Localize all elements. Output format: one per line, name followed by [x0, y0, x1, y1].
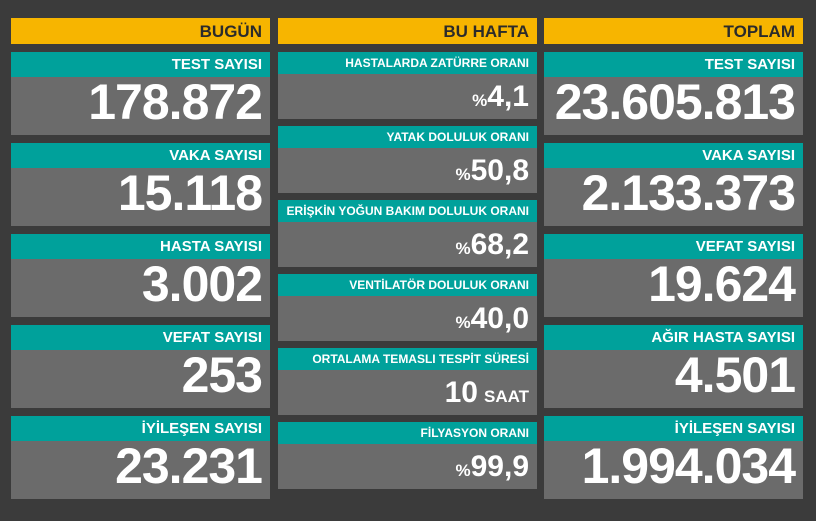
- stat-label: VEFAT SAYISI: [544, 234, 803, 259]
- stat-label: VENTİLATÖR DOLULUK ORANI: [278, 274, 537, 296]
- stat-prefix: %: [455, 461, 471, 480]
- column-header: BU HAFTA: [278, 18, 537, 44]
- stat-label-text: TEST SAYISI: [704, 56, 795, 73]
- column-title: TOPLAM: [723, 22, 795, 41]
- stat-value: %4,1: [472, 80, 529, 114]
- stat-card: TEST SAYISI 178.872: [11, 52, 270, 135]
- stat-number: 10: [444, 376, 478, 409]
- stat-label-text: VENTİLATÖR DOLULUK ORANI: [349, 278, 529, 292]
- stat-label: HASTA SAYISI: [11, 234, 270, 259]
- stat-label-text: VEFAT SAYISI: [695, 238, 795, 255]
- stat-card: TEST SAYISI 23.605.813: [544, 52, 803, 135]
- stat-number: 4.501: [674, 347, 796, 403]
- stat-value: 23.231: [115, 437, 263, 495]
- stat-number: 99,9: [470, 450, 529, 483]
- stat-label: TEST SAYISI: [11, 52, 270, 77]
- stat-label-text: VAKA SAYISI: [702, 147, 795, 164]
- stat-number: 19.624: [648, 256, 796, 312]
- stat-value: 178.872: [88, 73, 263, 131]
- stat-prefix: %: [472, 91, 488, 110]
- stat-label-text: HASTA SAYISI: [160, 238, 262, 255]
- stat-value: 3.002: [141, 255, 263, 313]
- stat-card: VEFAT SAYISI 253: [11, 325, 270, 408]
- column-header: BUGÜN: [11, 18, 270, 44]
- stat-value: %40,0: [455, 302, 529, 336]
- stat-value: 1.994.034: [581, 437, 796, 495]
- stat-label-text: HASTALARDA ZATÜRRE ORANI: [345, 56, 529, 70]
- stat-label: VAKA SAYISI: [11, 143, 270, 168]
- stat-number: 68,2: [470, 228, 529, 261]
- stat-label-text: İYİLEŞEN SAYISI: [674, 420, 795, 437]
- stat-number: 40,0: [470, 302, 529, 335]
- stat-number: 23.605.813: [554, 74, 796, 130]
- stat-value: 4.501: [674, 346, 796, 404]
- stat-value: 15.118: [117, 164, 263, 222]
- stat-label-text: FİLYASYON ORANI: [420, 426, 529, 440]
- stat-label: HASTALARDA ZATÜRRE ORANI: [278, 52, 537, 74]
- column-title: BU HAFTA: [443, 22, 529, 41]
- stat-label: İYİLEŞEN SAYISI: [11, 416, 270, 441]
- stat-label-text: ERİŞKİN YOĞUN BAKIM DOLULUK ORANI: [286, 204, 529, 218]
- stat-card: HASTA SAYISI 3.002: [11, 234, 270, 317]
- column-title: BUGÜN: [199, 22, 262, 41]
- stat-value: 2.133.373: [581, 164, 796, 222]
- stat-value: 23.605.813: [554, 73, 796, 131]
- stat-label-text: VAKA SAYISI: [169, 147, 262, 164]
- stat-card: YATAK DOLULUK ORANI %50,8: [278, 126, 537, 193]
- stat-card: ERİŞKİN YOĞUN BAKIM DOLULUK ORANI %68,2: [278, 200, 537, 267]
- stat-number: 253: [181, 347, 263, 403]
- stat-label: ORTALAMA TEMASLI TESPİT SÜRESİ: [278, 348, 537, 370]
- stat-card: VAKA SAYISI 15.118: [11, 143, 270, 226]
- stat-prefix: %: [455, 239, 471, 258]
- stat-label-text: VEFAT SAYISI: [162, 329, 262, 346]
- column-header: TOPLAM: [544, 18, 803, 44]
- stat-card: İYİLEŞEN SAYISI 23.231: [11, 416, 270, 499]
- stat-number: 50,8: [470, 154, 529, 187]
- stat-label: TEST SAYISI: [544, 52, 803, 77]
- stat-number: 4,1: [487, 80, 529, 113]
- stat-label: AĞIR HASTA SAYISI: [544, 325, 803, 350]
- stat-card: HASTALARDA ZATÜRRE ORANI %4,1: [278, 52, 537, 119]
- stat-label-text: ORTALAMA TEMASLI TESPİT SÜRESİ: [312, 352, 529, 366]
- stat-card: İYİLEŞEN SAYISI 1.994.034: [544, 416, 803, 499]
- stat-suffix: SAAT: [483, 387, 529, 406]
- stat-value: %99,9: [455, 450, 529, 484]
- stat-value: %68,2: [455, 228, 529, 262]
- stat-card: ORTALAMA TEMASLI TESPİT SÜRESİ 10 SAAT: [278, 348, 537, 415]
- stat-label: YATAK DOLULUK ORANI: [278, 126, 537, 148]
- stat-label-text: YATAK DOLULUK ORANI: [386, 130, 529, 144]
- stat-value: 253: [181, 346, 263, 404]
- stat-number: 23.231: [115, 438, 263, 494]
- stat-number: 1.994.034: [581, 438, 796, 494]
- stat-card: VEFAT SAYISI 19.624: [544, 234, 803, 317]
- stat-number: 178.872: [88, 74, 263, 130]
- stat-card: AĞIR HASTA SAYISI 4.501: [544, 325, 803, 408]
- stat-value: 10 SAAT: [445, 376, 529, 410]
- stat-card: FİLYASYON ORANI %99,9: [278, 422, 537, 489]
- stat-label-text: TEST SAYISI: [171, 56, 262, 73]
- stat-card: VAKA SAYISI 2.133.373: [544, 143, 803, 226]
- stat-number: 15.118: [117, 165, 263, 221]
- stat-card: VENTİLATÖR DOLULUK ORANI %40,0: [278, 274, 537, 341]
- stat-label: ERİŞKİN YOĞUN BAKIM DOLULUK ORANI: [278, 200, 537, 222]
- stat-label-text: AĞIR HASTA SAYISI: [651, 329, 795, 346]
- stat-label: FİLYASYON ORANI: [278, 422, 537, 444]
- stat-label: VEFAT SAYISI: [11, 325, 270, 350]
- stat-value: %50,8: [455, 154, 529, 188]
- stat-number: 2.133.373: [581, 165, 796, 221]
- stat-prefix: %: [455, 313, 471, 332]
- stat-label-text: İYİLEŞEN SAYISI: [141, 420, 262, 437]
- stat-number: 3.002: [141, 256, 263, 312]
- stat-label: VAKA SAYISI: [544, 143, 803, 168]
- stat-value: 19.624: [648, 255, 796, 313]
- stat-prefix: %: [455, 165, 471, 184]
- stat-label: İYİLEŞEN SAYISI: [544, 416, 803, 441]
